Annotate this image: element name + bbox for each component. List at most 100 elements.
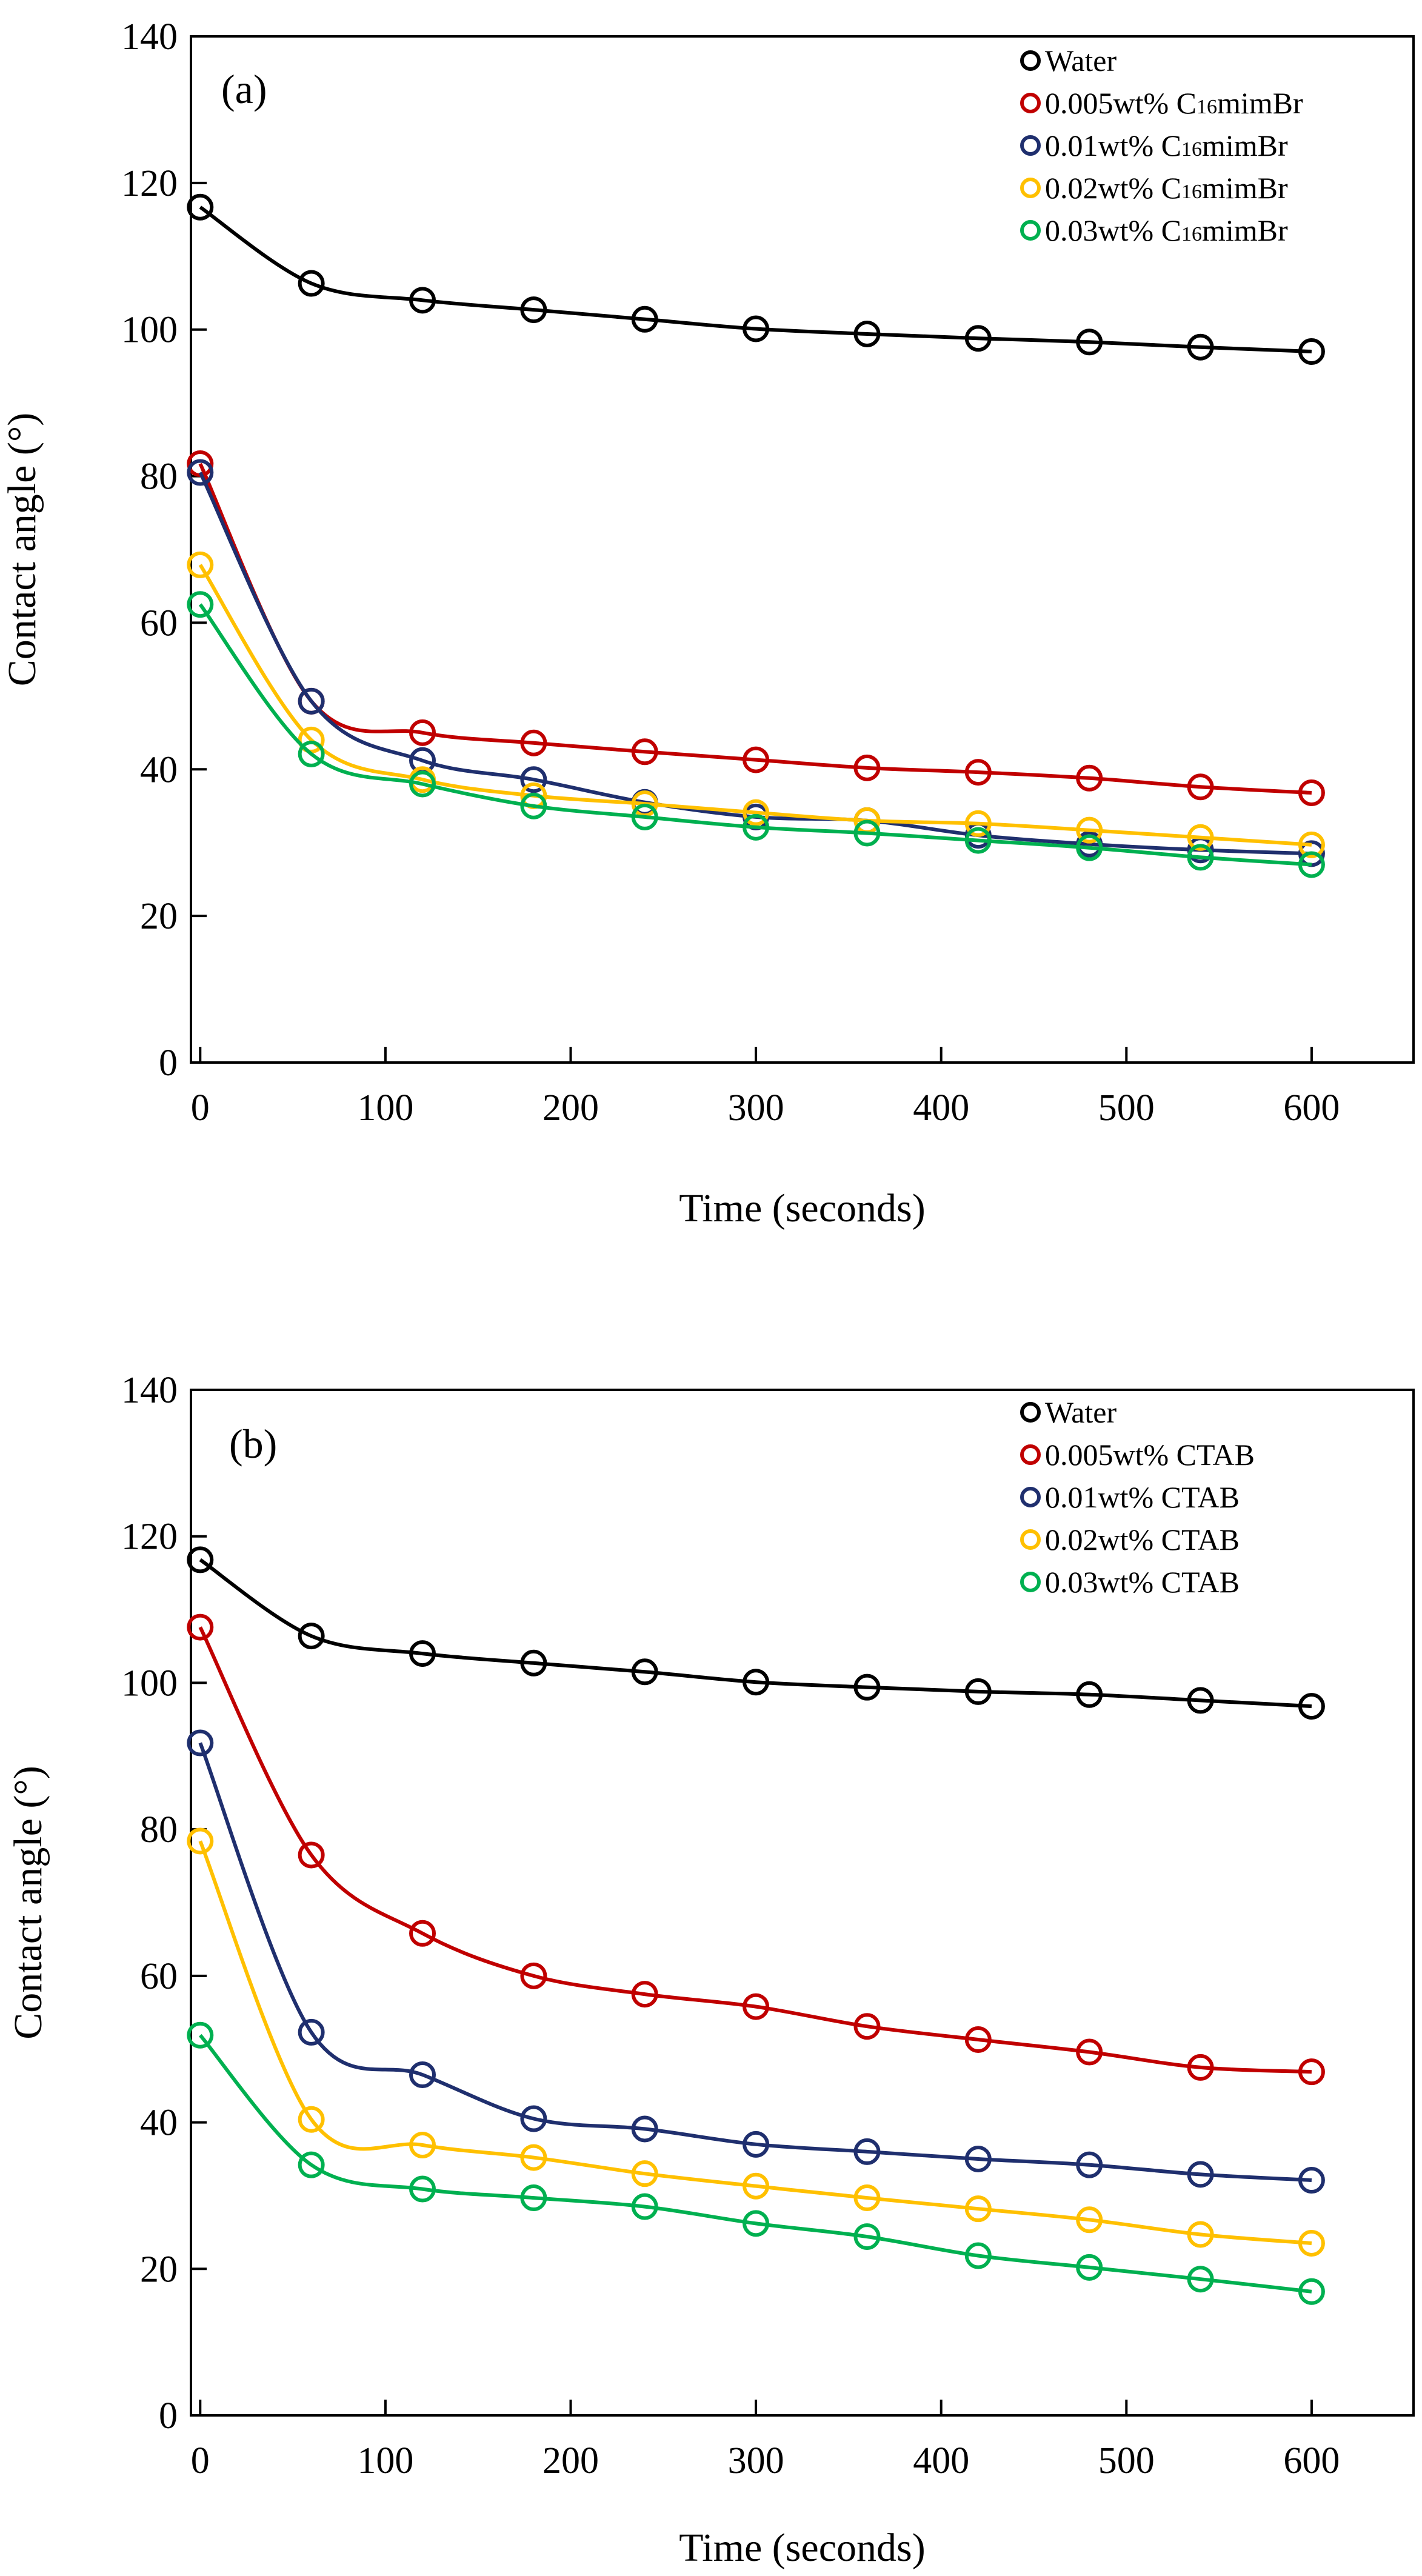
- data-point-a-1-2: [409, 719, 436, 746]
- data-point-a-4-4: [631, 803, 658, 830]
- data-point-a-1-3: [520, 729, 547, 756]
- data-point-a-3-0: [187, 551, 214, 578]
- legend-text-a-4: 0.03wt% C: [1045, 213, 1181, 247]
- data-point-a-1-8: [1076, 764, 1103, 792]
- x-tick-label-b: 200: [542, 2440, 599, 2481]
- data-point-a-3-5: [743, 799, 770, 826]
- data-point-b-2-2: [409, 2061, 436, 2089]
- data-point-a-4-10: [1298, 851, 1325, 878]
- data-point-b-1-0: [187, 1613, 214, 1641]
- data-point-b-4-9: [1187, 2266, 1214, 2293]
- y-tick-label-b: 120: [121, 1517, 178, 1558]
- data-point-b-0-10: [1298, 1693, 1325, 1720]
- legend-tail-a-2: mimBr: [1202, 128, 1288, 162]
- legend-text-a-2: 0.01wt% C: [1045, 128, 1181, 162]
- data-point-b-1-4: [631, 1981, 658, 2008]
- data-point-a-0-8: [1076, 329, 1103, 356]
- legend-label-b-0: Water: [1045, 1395, 1117, 1429]
- plot-frame-b: [190, 1389, 1415, 2417]
- legend-label-b-1: 0.005wt% CTAB: [1045, 1438, 1255, 1472]
- series-line-a-1: [198, 462, 1312, 795]
- legend-label-b-3: 0.02wt% CTAB: [1045, 1523, 1240, 1557]
- data-point-b-4-2: [409, 2175, 436, 2203]
- data-point-a-0-6: [853, 320, 881, 347]
- data-point-b-0-4: [631, 1658, 658, 1686]
- data-point-b-2-6: [853, 2138, 881, 2165]
- y-axis-title-b: Contact angle (°): [6, 1766, 50, 2040]
- legend-label-b-4: 0.03wt% CTAB: [1045, 1565, 1240, 1599]
- data-point-b-3-7: [964, 2195, 992, 2223]
- legend-marker-a-2: [1020, 135, 1041, 156]
- legend-text-b-2: 0.01wt% CTAB: [1045, 1480, 1240, 1514]
- x-tick-label-a: 600: [1283, 1087, 1340, 1129]
- legend-text-a-0: Water: [1045, 44, 1117, 78]
- data-point-a-2-3: [520, 766, 547, 793]
- data-point-b-3-0: [187, 1827, 214, 1855]
- data-point-b-3-8: [1076, 2206, 1103, 2234]
- x-tick-label-a: 300: [728, 1087, 784, 1129]
- legend-subscript-a-3: 16: [1181, 181, 1202, 203]
- data-point-a-2-0: [187, 459, 214, 486]
- data-point-b-2-0: [187, 1729, 214, 1757]
- legend-subscript-a-2: 16: [1181, 138, 1202, 161]
- panel-label-a: (a): [221, 66, 267, 112]
- data-point-b-3-6: [853, 2184, 881, 2212]
- data-point-a-4-1: [298, 740, 325, 767]
- data-point-a-4-8: [1076, 834, 1103, 861]
- legend-label-a-2: 0.01wt% C16mimBr: [1045, 128, 1288, 162]
- legend-label-a-0: Water: [1045, 44, 1117, 78]
- series-line-b-2: [198, 1742, 1312, 2182]
- y-tick-label-b: 0: [159, 2395, 178, 2437]
- x-axis-title-a: Time (seconds): [679, 1186, 925, 1230]
- y-tick-label-a: 20: [140, 896, 178, 937]
- data-point-b-2-5: [743, 2131, 770, 2158]
- legend-label-a-4: 0.03wt% C16mimBr: [1045, 213, 1288, 247]
- data-point-b-2-9: [1187, 2161, 1214, 2188]
- data-point-a-0-0: [187, 193, 214, 221]
- x-tick-label-b: 300: [728, 2440, 784, 2481]
- legend-text-a-3: 0.02wt% C: [1045, 171, 1181, 205]
- data-point-a-3-8: [1076, 816, 1103, 844]
- series-line-b-1: [198, 1626, 1312, 2074]
- data-point-b-2-10: [1298, 2167, 1325, 2194]
- data-point-a-4-3: [520, 792, 547, 819]
- y-tick-label-b: 140: [121, 1370, 178, 1411]
- legend-marker-a-4: [1020, 220, 1041, 241]
- legend-marker-b-2: [1020, 1487, 1041, 1507]
- series-line-a-0: [199, 205, 1312, 353]
- data-point-a-3-9: [1187, 824, 1214, 851]
- legend-text-b-3: 0.02wt% CTAB: [1045, 1523, 1240, 1557]
- legend-label-a-1: 0.005wt% C16mimBr: [1045, 86, 1303, 120]
- series-line-a-2: [198, 472, 1312, 856]
- data-point-b-0-1: [298, 1623, 325, 1650]
- y-axis-title-a: Contact angle (°): [0, 413, 44, 687]
- x-tick-label-b: 500: [1098, 2440, 1155, 2481]
- data-point-b-4-3: [520, 2184, 547, 2212]
- data-point-a-0-10: [1298, 338, 1325, 365]
- data-point-b-3-1: [298, 2106, 325, 2133]
- series-line-b-0: [199, 1558, 1312, 1709]
- data-point-b-0-8: [1076, 1681, 1103, 1708]
- data-point-a-4-7: [964, 827, 992, 854]
- data-point-b-0-3: [520, 1649, 547, 1677]
- x-tick-label-a: 100: [357, 1087, 413, 1129]
- data-point-b-4-8: [1076, 2254, 1103, 2281]
- data-point-a-3-1: [298, 726, 325, 753]
- data-point-b-2-4: [631, 2115, 658, 2143]
- legend-tail-a-3: mimBr: [1202, 171, 1288, 205]
- legend-text-b-1: 0.005wt% CTAB: [1045, 1438, 1255, 1472]
- data-point-b-1-7: [964, 2026, 992, 2054]
- data-point-a-2-10: [1298, 840, 1325, 867]
- data-point-a-1-10: [1298, 779, 1325, 806]
- legend-marker-a-3: [1020, 178, 1041, 198]
- data-point-b-0-6: [853, 1673, 881, 1701]
- y-tick-label-b: 100: [121, 1663, 178, 1704]
- data-point-a-1-4: [631, 738, 658, 766]
- data-point-b-1-8: [1076, 2038, 1103, 2066]
- data-point-b-0-9: [1187, 1687, 1214, 1714]
- data-point-b-4-6: [853, 2223, 881, 2251]
- data-point-a-3-7: [964, 810, 992, 837]
- data-point-b-2-8: [1076, 2151, 1103, 2178]
- y-tick-label-a: 40: [140, 749, 178, 790]
- y-tick-label-b: 80: [140, 1809, 178, 1850]
